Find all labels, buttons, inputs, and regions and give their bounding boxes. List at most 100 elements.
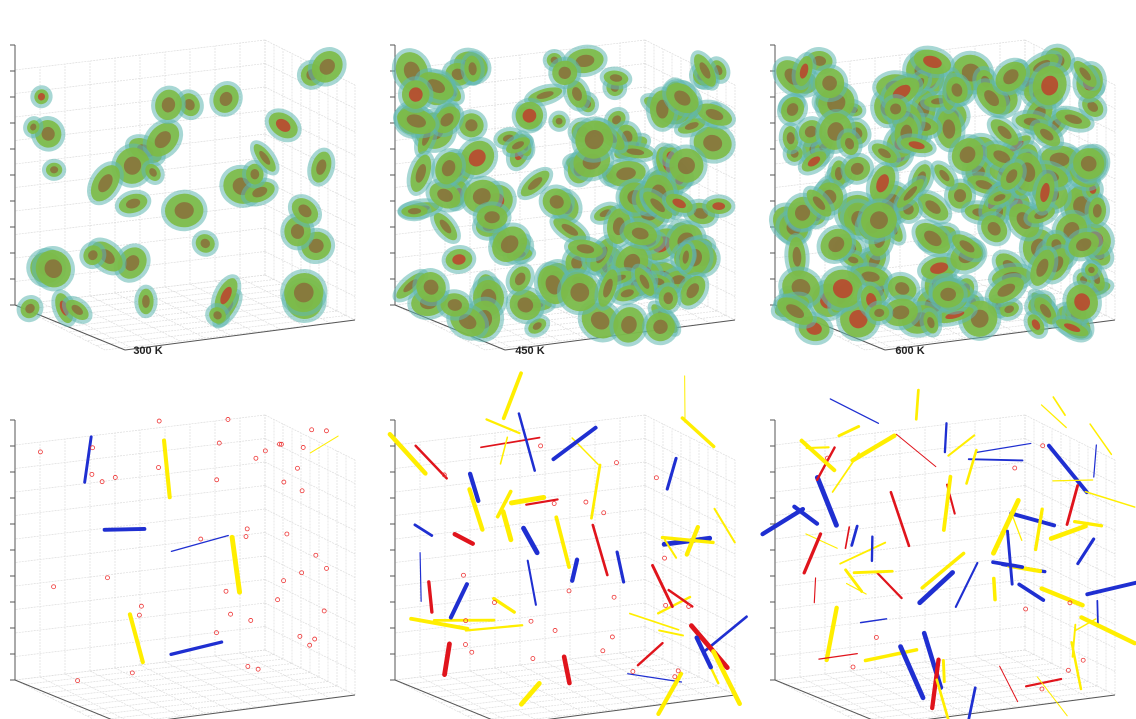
bond bbox=[861, 619, 887, 623]
bond bbox=[487, 419, 520, 433]
axes-box bbox=[10, 415, 355, 719]
bond bbox=[945, 423, 947, 452]
bond bbox=[854, 571, 892, 572]
bond bbox=[852, 526, 857, 545]
bond bbox=[667, 458, 676, 489]
bond bbox=[466, 625, 522, 630]
bond bbox=[105, 529, 145, 530]
site bbox=[301, 445, 305, 449]
bond bbox=[1090, 424, 1111, 454]
site bbox=[282, 480, 286, 484]
bond bbox=[310, 436, 338, 453]
bond bbox=[819, 654, 857, 660]
network bbox=[390, 373, 747, 714]
bond bbox=[814, 578, 815, 603]
bond bbox=[1042, 405, 1067, 428]
site bbox=[567, 589, 571, 593]
bond bbox=[794, 507, 817, 524]
bond bbox=[994, 579, 995, 600]
bond bbox=[1085, 492, 1134, 507]
site bbox=[282, 579, 286, 583]
bond bbox=[807, 447, 829, 448]
grid-line bbox=[60, 673, 310, 703]
bond bbox=[948, 435, 974, 455]
page: 300 K 450 K 600 K (() => { const data = … bbox=[0, 0, 1136, 719]
bond bbox=[956, 563, 978, 607]
site bbox=[254, 456, 258, 460]
bond bbox=[1042, 589, 1083, 606]
site bbox=[249, 618, 253, 622]
bond bbox=[171, 642, 222, 654]
bond bbox=[164, 441, 170, 498]
bond bbox=[429, 582, 432, 612]
grid-line bbox=[105, 695, 355, 719]
bond bbox=[830, 399, 878, 423]
bond bbox=[937, 680, 953, 719]
site bbox=[215, 478, 219, 482]
bond bbox=[1037, 677, 1067, 716]
site bbox=[246, 664, 250, 668]
bond bbox=[528, 561, 536, 605]
grid-line bbox=[33, 659, 283, 689]
bond bbox=[993, 500, 1018, 553]
bond bbox=[500, 437, 507, 464]
site bbox=[229, 612, 233, 616]
bond bbox=[806, 534, 837, 548]
bond bbox=[1067, 486, 1078, 525]
bond bbox=[682, 418, 713, 447]
site bbox=[314, 553, 318, 557]
site bbox=[322, 609, 326, 613]
bond bbox=[977, 443, 1031, 452]
bond bbox=[130, 614, 143, 662]
bond bbox=[916, 390, 918, 419]
site bbox=[492, 601, 496, 605]
bond bbox=[901, 647, 923, 698]
figure: 300 K 450 K 600 K bbox=[0, 0, 1136, 719]
bond bbox=[763, 509, 803, 534]
site bbox=[105, 576, 109, 580]
site bbox=[224, 589, 228, 593]
site bbox=[584, 500, 588, 504]
site bbox=[285, 532, 289, 536]
site bbox=[631, 669, 635, 673]
panel-label: 300 K bbox=[133, 345, 162, 357]
grid-line bbox=[60, 298, 310, 328]
site bbox=[157, 419, 161, 423]
bond bbox=[1087, 581, 1136, 594]
grid-line bbox=[467, 686, 717, 716]
axes-box bbox=[390, 415, 735, 719]
site bbox=[52, 585, 56, 589]
bond bbox=[653, 565, 673, 606]
site bbox=[614, 461, 618, 465]
bond bbox=[572, 560, 577, 581]
bond bbox=[1097, 601, 1098, 627]
site bbox=[529, 619, 533, 623]
bond bbox=[171, 536, 228, 552]
site bbox=[601, 649, 605, 653]
site bbox=[310, 428, 314, 432]
bond bbox=[1036, 509, 1043, 549]
site bbox=[676, 669, 680, 673]
grid-line bbox=[865, 695, 1115, 719]
site bbox=[90, 472, 94, 476]
site bbox=[664, 603, 668, 607]
site bbox=[553, 628, 557, 632]
site bbox=[851, 665, 855, 669]
bond bbox=[969, 459, 1023, 460]
bond bbox=[481, 438, 540, 448]
network bbox=[38, 417, 338, 682]
grid-line bbox=[485, 695, 735, 719]
site bbox=[463, 643, 467, 647]
site bbox=[295, 466, 299, 470]
site bbox=[531, 657, 535, 661]
bond bbox=[827, 608, 837, 660]
site bbox=[91, 446, 95, 450]
density-blobs bbox=[760, 39, 1122, 351]
bond bbox=[1013, 518, 1022, 541]
site bbox=[38, 450, 42, 454]
density-blobs bbox=[11, 39, 355, 333]
bond bbox=[232, 537, 239, 592]
site bbox=[539, 444, 543, 448]
panels bbox=[10, 39, 1136, 719]
site bbox=[461, 573, 465, 577]
